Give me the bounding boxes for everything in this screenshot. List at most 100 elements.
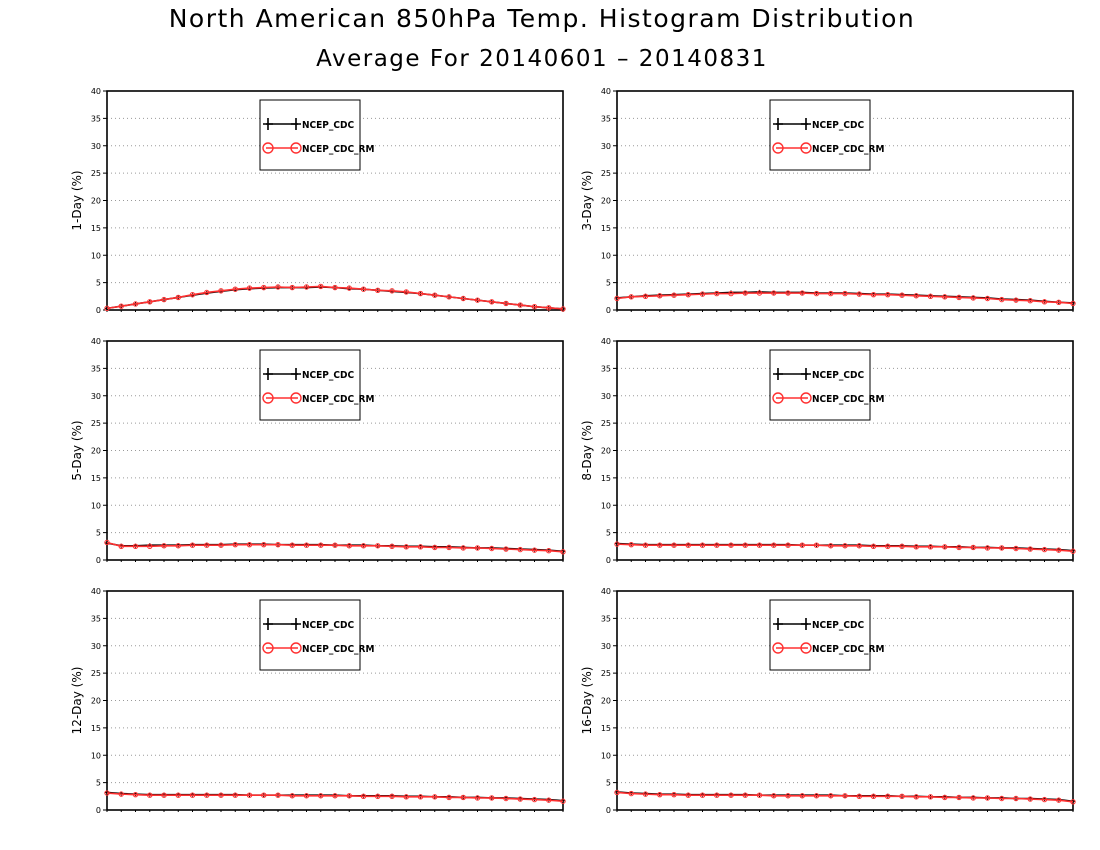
data-point-ncep-cdc-rm <box>856 543 862 549</box>
data-point-ncep-cdc-rm <box>771 793 777 799</box>
data-point-ncep-cdc-rm <box>913 794 919 800</box>
legend-marker-plus <box>773 368 783 380</box>
legend-label: NCEP_CDC <box>812 120 864 131</box>
data-point-ncep-cdc-rm <box>699 792 706 798</box>
data-point-ncep-cdc-rm <box>332 542 338 548</box>
data-point-ncep-cdc-rm <box>799 542 805 548</box>
series-line-ncep-cdc-rm <box>616 292 1074 305</box>
y-tick-label: 35 <box>91 614 101 623</box>
legend-label: NCEP_CDC_RM <box>812 644 884 655</box>
data-point-ncep-cdc-rm <box>417 290 424 297</box>
y-tick-label: 10 <box>601 501 611 510</box>
data-point-ncep-cdc-rm <box>771 290 777 296</box>
data-point-ncep-cdc-rm <box>474 545 481 551</box>
data-point-ncep-cdc-rm <box>657 293 663 299</box>
data-point-ncep-cdc-rm <box>161 543 167 549</box>
data-point-ncep-cdc-rm <box>828 290 834 297</box>
data-point-ncep-cdc-rm <box>118 543 124 550</box>
data-point-ncep-cdc-rm <box>432 544 438 551</box>
legend-label: NCEP_CDC <box>302 370 354 381</box>
data-point-ncep-cdc-rm <box>1041 546 1048 553</box>
data-point-ncep-cdc-rm <box>189 291 196 298</box>
data-point-ncep-cdc-rm <box>489 795 495 801</box>
data-point-ncep-cdc-rm <box>104 790 110 796</box>
legend-label: NCEP_CDC <box>302 120 354 131</box>
data-point-ncep-cdc-rm <box>503 300 509 307</box>
data-point-ncep-cdc-rm <box>927 293 934 300</box>
data-point-ncep-cdc-rm <box>489 545 495 552</box>
data-point-ncep-cdc-rm <box>984 545 991 551</box>
y-axis-label: 1-Day (%) <box>70 170 84 230</box>
data-point-ncep-cdc-rm <box>714 792 720 798</box>
data-point-ncep-cdc-rm <box>1041 796 1048 803</box>
y-tick-label: 5 <box>606 529 611 538</box>
data-point-ncep-cdc-rm <box>303 284 310 290</box>
data-point-ncep-cdc-rm <box>189 542 196 548</box>
data-point-ncep-cdc-rm <box>147 299 153 305</box>
legend-marker-plus <box>801 368 811 380</box>
legend-marker-circle <box>800 642 812 654</box>
data-point-ncep-cdc-rm <box>813 290 820 297</box>
data-point-ncep-cdc-rm <box>942 294 948 300</box>
legend-label: NCEP_CDC_RM <box>812 144 884 155</box>
data-point-ncep-cdc-rm <box>1041 299 1048 305</box>
data-point-ncep-cdc-rm <box>132 791 139 798</box>
data-point-ncep-cdc-rm <box>417 794 424 800</box>
data-point-ncep-cdc-rm <box>856 291 862 297</box>
y-tick-label: 15 <box>601 224 611 233</box>
data-point-ncep-cdc-rm <box>742 290 748 296</box>
data-point-ncep-cdc-rm <box>699 542 706 548</box>
data-point-ncep-cdc-rm <box>546 797 552 803</box>
data-point-ncep-cdc-rm <box>1027 297 1033 304</box>
data-point-ncep-cdc-rm <box>118 303 124 309</box>
data-point-ncep-cdc-rm <box>1070 548 1076 554</box>
data-point-ncep-cdc-rm <box>614 789 620 796</box>
data-point-ncep-cdc-rm <box>970 544 976 551</box>
legend-box <box>259 349 361 421</box>
legend-box <box>769 349 871 421</box>
data-point-ncep-cdc-rm <box>460 545 466 551</box>
legend-label: NCEP_CDC <box>812 620 864 631</box>
legend-marker-plus <box>801 618 811 630</box>
data-point-ncep-cdc-rm <box>517 796 523 802</box>
data-point-ncep-cdc-rm <box>175 543 181 549</box>
data-point-ncep-cdc-rm <box>642 293 649 300</box>
y-tick-label: 20 <box>91 447 101 456</box>
data-point-ncep-cdc-rm <box>375 793 381 800</box>
legend-marker-circle <box>772 392 784 404</box>
y-tick-label: 35 <box>91 364 101 373</box>
plot-frame <box>616 340 1074 561</box>
data-point-ncep-cdc-rm <box>303 542 310 548</box>
data-point-ncep-cdc-rm <box>1070 799 1076 805</box>
y-tick-label: 10 <box>91 751 101 760</box>
data-point-ncep-cdc-rm <box>728 290 734 297</box>
data-point-ncep-cdc-rm <box>913 544 919 550</box>
y-tick-label: 20 <box>601 697 611 706</box>
legend-marker-circle <box>290 142 302 154</box>
data-point-ncep-cdc-rm <box>531 547 538 553</box>
data-point-ncep-cdc-rm <box>984 795 991 801</box>
data-point-ncep-cdc-rm <box>842 793 848 799</box>
data-point-ncep-cdc-rm <box>147 543 153 550</box>
data-point-ncep-cdc-rm <box>927 544 934 550</box>
data-point-ncep-cdc-rm <box>756 290 763 296</box>
data-point-ncep-cdc-rm <box>389 793 395 800</box>
data-point-ncep-cdc-rm <box>899 292 905 298</box>
data-point-ncep-cdc-rm <box>956 794 962 801</box>
y-tick-label: 10 <box>91 251 101 260</box>
legend-marker-plus <box>773 618 783 630</box>
data-point-ncep-cdc-rm <box>218 288 224 294</box>
y-tick-label: 5 <box>96 529 101 538</box>
data-point-ncep-cdc-rm <box>261 792 267 798</box>
y-tick-label: 20 <box>601 197 611 206</box>
y-tick-label: 35 <box>601 114 611 123</box>
data-point-ncep-cdc-rm <box>842 543 848 549</box>
y-tick-label: 15 <box>601 474 611 483</box>
legend-label: NCEP_CDC_RM <box>302 644 374 655</box>
data-point-ncep-cdc-rm <box>560 549 566 555</box>
data-point-ncep-cdc-rm <box>204 542 210 548</box>
data-point-ncep-cdc-rm <box>885 793 891 800</box>
y-tick-label: 30 <box>601 642 611 651</box>
legend-label: NCEP_CDC <box>812 370 864 381</box>
data-point-ncep-cdc-rm <box>275 284 281 290</box>
